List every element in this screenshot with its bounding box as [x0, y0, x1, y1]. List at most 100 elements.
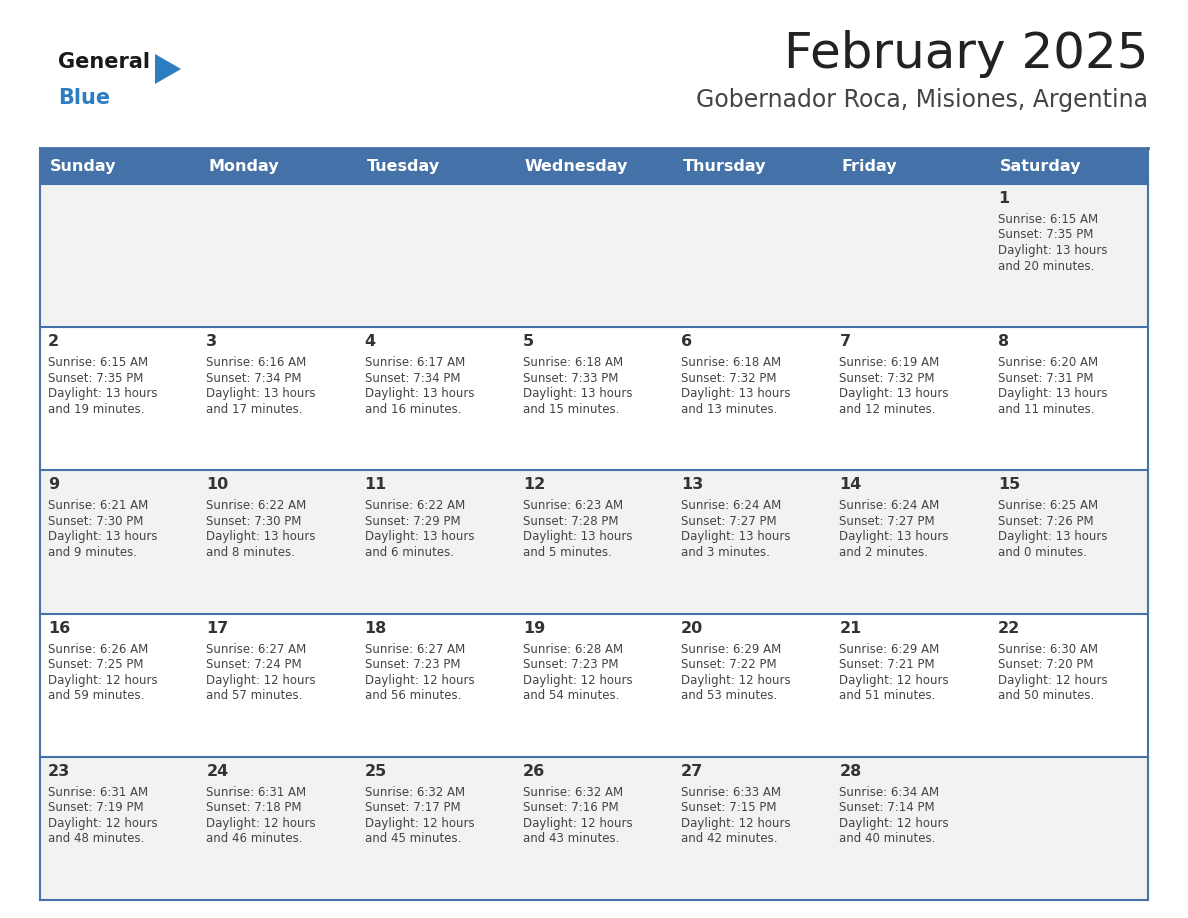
Text: Blue: Blue [58, 88, 110, 108]
Text: Sunset: 7:16 PM: Sunset: 7:16 PM [523, 801, 619, 814]
Text: Sunrise: 6:22 AM: Sunrise: 6:22 AM [365, 499, 465, 512]
Text: Daylight: 13 hours: Daylight: 13 hours [523, 387, 632, 400]
Text: and 6 minutes.: and 6 minutes. [365, 546, 454, 559]
Text: 18: 18 [365, 621, 387, 635]
Text: 17: 17 [207, 621, 228, 635]
Text: Sunrise: 6:18 AM: Sunrise: 6:18 AM [523, 356, 623, 369]
Bar [514, 148, 674, 184]
Text: Tuesday: Tuesday [367, 159, 440, 174]
Text: and 42 minutes.: and 42 minutes. [681, 833, 778, 845]
Text: Sunset: 7:23 PM: Sunset: 7:23 PM [365, 658, 460, 671]
Text: 16: 16 [48, 621, 70, 635]
Text: and 56 minutes.: and 56 minutes. [365, 689, 461, 702]
Text: 7: 7 [840, 334, 851, 349]
Text: Daylight: 12 hours: Daylight: 12 hours [48, 674, 158, 687]
Text: and 48 minutes.: and 48 minutes. [48, 833, 145, 845]
Text: Wednesday: Wednesday [525, 159, 628, 174]
Text: and 15 minutes.: and 15 minutes. [523, 403, 619, 416]
Text: Sunrise: 6:23 AM: Sunrise: 6:23 AM [523, 499, 623, 512]
Text: and 45 minutes.: and 45 minutes. [365, 833, 461, 845]
Text: Sunrise: 6:25 AM: Sunrise: 6:25 AM [998, 499, 1098, 512]
Text: Sunset: 7:17 PM: Sunset: 7:17 PM [365, 801, 460, 814]
Text: Daylight: 13 hours: Daylight: 13 hours [998, 531, 1107, 543]
Text: Sunrise: 6:30 AM: Sunrise: 6:30 AM [998, 643, 1098, 655]
Text: Daylight: 12 hours: Daylight: 12 hours [207, 674, 316, 687]
Text: February 2025: February 2025 [784, 30, 1148, 78]
Text: and 20 minutes.: and 20 minutes. [998, 260, 1094, 273]
Text: 19: 19 [523, 621, 545, 635]
Text: Sunrise: 6:27 AM: Sunrise: 6:27 AM [207, 643, 307, 655]
Text: Sunrise: 6:15 AM: Sunrise: 6:15 AM [998, 213, 1098, 226]
Text: Sunset: 7:14 PM: Sunset: 7:14 PM [840, 801, 935, 814]
Text: Sunrise: 6:28 AM: Sunrise: 6:28 AM [523, 643, 623, 655]
Text: and 0 minutes.: and 0 minutes. [998, 546, 1087, 559]
Text: and 57 minutes.: and 57 minutes. [207, 689, 303, 702]
Text: Daylight: 13 hours: Daylight: 13 hours [523, 531, 632, 543]
Text: Sunset: 7:27 PM: Sunset: 7:27 PM [681, 515, 777, 528]
Text: Sunset: 7:24 PM: Sunset: 7:24 PM [207, 658, 302, 671]
Text: and 53 minutes.: and 53 minutes. [681, 689, 777, 702]
Text: and 16 minutes.: and 16 minutes. [365, 403, 461, 416]
Text: Sunset: 7:32 PM: Sunset: 7:32 PM [840, 372, 935, 385]
Bar [356, 148, 514, 184]
Text: 13: 13 [681, 477, 703, 492]
Text: and 51 minutes.: and 51 minutes. [840, 689, 936, 702]
Text: Daylight: 13 hours: Daylight: 13 hours [998, 387, 1107, 400]
Text: and 13 minutes.: and 13 minutes. [681, 403, 777, 416]
Text: Sunday: Sunday [50, 159, 116, 174]
Bar [40, 756, 1148, 900]
Text: Daylight: 13 hours: Daylight: 13 hours [840, 531, 949, 543]
Text: 4: 4 [365, 334, 375, 349]
Text: Sunset: 7:35 PM: Sunset: 7:35 PM [48, 372, 144, 385]
Text: 1: 1 [998, 191, 1009, 206]
Bar [990, 148, 1148, 184]
Text: Sunrise: 6:21 AM: Sunrise: 6:21 AM [48, 499, 148, 512]
Text: and 19 minutes.: and 19 minutes. [48, 403, 145, 416]
Text: Sunset: 7:31 PM: Sunset: 7:31 PM [998, 372, 1093, 385]
Text: Sunrise: 6:32 AM: Sunrise: 6:32 AM [365, 786, 465, 799]
Text: and 59 minutes.: and 59 minutes. [48, 689, 145, 702]
Text: 10: 10 [207, 477, 228, 492]
Text: and 2 minutes.: and 2 minutes. [840, 546, 929, 559]
Text: 15: 15 [998, 477, 1020, 492]
Text: 24: 24 [207, 764, 228, 778]
Bar [40, 148, 198, 184]
Text: and 40 minutes.: and 40 minutes. [840, 833, 936, 845]
Text: Daylight: 12 hours: Daylight: 12 hours [840, 817, 949, 830]
Text: Sunset: 7:30 PM: Sunset: 7:30 PM [48, 515, 144, 528]
Text: 23: 23 [48, 764, 70, 778]
Text: and 9 minutes.: and 9 minutes. [48, 546, 137, 559]
Text: General: General [58, 52, 150, 72]
Text: Daylight: 13 hours: Daylight: 13 hours [365, 531, 474, 543]
Text: Sunrise: 6:20 AM: Sunrise: 6:20 AM [998, 356, 1098, 369]
Bar [832, 148, 990, 184]
Text: Sunrise: 6:29 AM: Sunrise: 6:29 AM [840, 643, 940, 655]
Text: 6: 6 [681, 334, 693, 349]
Text: Sunset: 7:26 PM: Sunset: 7:26 PM [998, 515, 1093, 528]
Text: 26: 26 [523, 764, 545, 778]
Text: Sunrise: 6:34 AM: Sunrise: 6:34 AM [840, 786, 940, 799]
Text: Saturday: Saturday [1000, 159, 1081, 174]
Text: Daylight: 12 hours: Daylight: 12 hours [48, 817, 158, 830]
Text: 25: 25 [365, 764, 387, 778]
Text: and 8 minutes.: and 8 minutes. [207, 546, 295, 559]
Text: 28: 28 [840, 764, 861, 778]
Bar [40, 613, 1148, 756]
Text: Sunset: 7:25 PM: Sunset: 7:25 PM [48, 658, 144, 671]
Text: Sunset: 7:35 PM: Sunset: 7:35 PM [998, 229, 1093, 241]
Text: Sunset: 7:19 PM: Sunset: 7:19 PM [48, 801, 144, 814]
Text: and 46 minutes.: and 46 minutes. [207, 833, 303, 845]
Text: Daylight: 12 hours: Daylight: 12 hours [840, 674, 949, 687]
Text: Sunset: 7:23 PM: Sunset: 7:23 PM [523, 658, 619, 671]
Text: Daylight: 12 hours: Daylight: 12 hours [998, 674, 1107, 687]
Text: Sunrise: 6:33 AM: Sunrise: 6:33 AM [681, 786, 782, 799]
Text: and 54 minutes.: and 54 minutes. [523, 689, 619, 702]
Text: 3: 3 [207, 334, 217, 349]
Text: Daylight: 13 hours: Daylight: 13 hours [681, 387, 791, 400]
Text: Daylight: 13 hours: Daylight: 13 hours [207, 387, 316, 400]
Text: Sunrise: 6:24 AM: Sunrise: 6:24 AM [681, 499, 782, 512]
Text: 12: 12 [523, 477, 545, 492]
Text: Sunset: 7:34 PM: Sunset: 7:34 PM [207, 372, 302, 385]
Text: 14: 14 [840, 477, 861, 492]
Polygon shape [154, 54, 181, 84]
